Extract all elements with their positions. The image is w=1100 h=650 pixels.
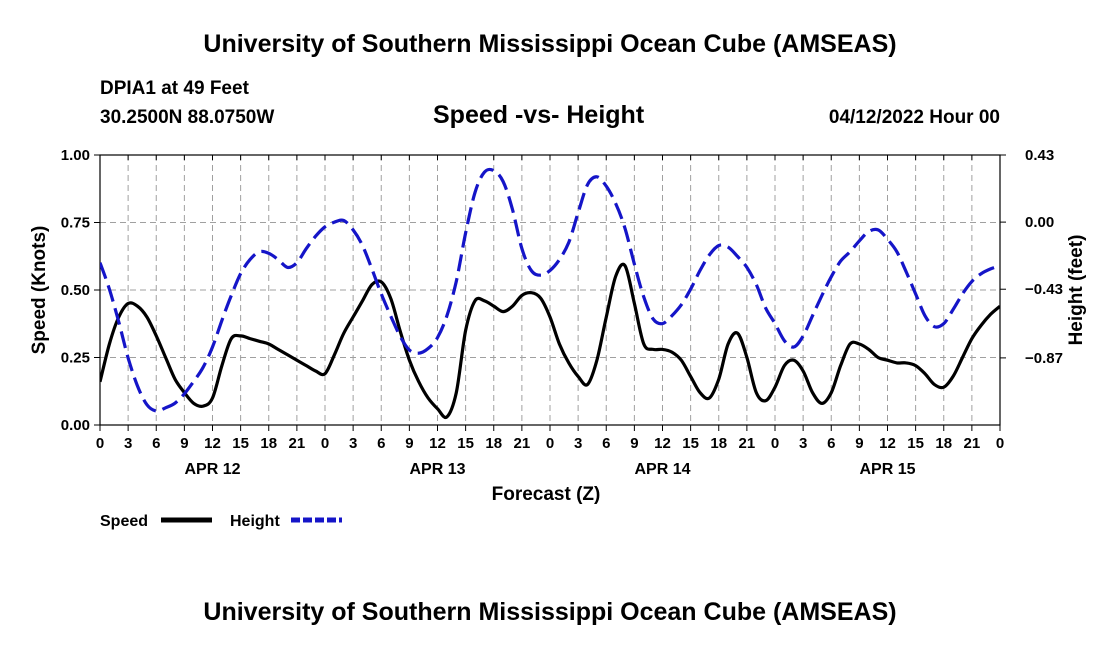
series-speed-line	[100, 262, 1000, 420]
x-tick-label: 15	[457, 435, 474, 452]
x-tick-label: 9	[855, 435, 863, 452]
x-day-label: APR 15	[859, 461, 915, 478]
x-tick-label: 18	[935, 435, 952, 452]
x-tick-label: 21	[964, 435, 981, 452]
x-tick-label: 12	[879, 435, 896, 452]
x-tick-label: 12	[429, 435, 446, 452]
series-height-line	[100, 167, 1000, 413]
station-coords: 30.2500N 88.0750W	[100, 107, 275, 128]
x-tick-label: 3	[574, 435, 582, 452]
y-left-tick-label: 0.75	[61, 215, 90, 232]
station-label: DPIA1 at 49 Feet	[100, 78, 249, 99]
grid	[100, 155, 1000, 425]
y-right-tick-label: 0.43	[1025, 147, 1054, 164]
x-day-label: APR 14	[634, 461, 690, 478]
forecast-datetime: 04/12/2022 Hour 00	[828, 107, 1000, 128]
page-title: University of Southern Mississippi Ocean…	[203, 30, 897, 58]
x-tick-label: 9	[405, 435, 413, 452]
y-left-tick-label: 0.00	[61, 417, 90, 434]
legend-speed-label: Speed	[100, 513, 148, 530]
y-right-tick-label: −0.87	[1025, 350, 1063, 367]
x-tick-label: 15	[232, 435, 249, 452]
footer-title: University of Southern Mississippi Ocean…	[203, 598, 897, 626]
x-day-label: APR 13	[409, 461, 465, 478]
x-tick-label: 21	[289, 435, 306, 452]
y-right-tick-label: 0.00	[1025, 214, 1054, 231]
x-tick-label: 6	[152, 435, 160, 452]
x-tick-label: 15	[682, 435, 699, 452]
x-tick-label: 18	[485, 435, 502, 452]
y-right-tick-label: −0.43	[1025, 281, 1063, 298]
x-tick-label: 9	[180, 435, 188, 452]
x-tick-label: 3	[124, 435, 132, 452]
x-tick-label: 21	[739, 435, 756, 452]
x-tick-label: 21	[514, 435, 531, 452]
x-tick-label: 18	[260, 435, 277, 452]
x-tick-label: 0	[546, 435, 554, 452]
x-tick-label: 0	[96, 435, 104, 452]
chart-title: Speed -vs- Height	[433, 101, 645, 129]
x-tick-label: 6	[827, 435, 835, 452]
x-day-label: APR 12	[184, 461, 240, 478]
y-axis-label-left: Speed (Knots)	[29, 226, 50, 355]
x-axis-label: Forecast (Z)	[492, 484, 601, 505]
x-tick-label: 0	[771, 435, 779, 452]
x-tick-label: 0	[321, 435, 329, 452]
y-left-tick-label: 0.25	[61, 350, 90, 367]
x-tick-label: 15	[907, 435, 924, 452]
x-tick-label: 12	[204, 435, 221, 452]
x-tick-label: 0	[996, 435, 1004, 452]
x-tick-label: 18	[710, 435, 727, 452]
y-left-tick-label: 1.00	[61, 147, 90, 164]
y-axis-label-right: Height (feet)	[1066, 235, 1087, 346]
series	[100, 167, 1000, 420]
legend: Speed Height	[100, 513, 342, 530]
x-tick-label: 9	[630, 435, 638, 452]
x-tick-label: 6	[377, 435, 385, 452]
x-tick-label: 3	[349, 435, 357, 452]
x-tick-label: 6	[602, 435, 610, 452]
x-tick-label: 12	[654, 435, 671, 452]
legend-height-label: Height	[230, 513, 280, 530]
y-left-tick-label: 0.50	[61, 282, 90, 299]
x-tick-label: 3	[799, 435, 807, 452]
axes: 0 3 6 9 12 15 18 21 0 3 6 9 12 15 18 21 0 3 6 9 12 15 18 21 0 3 6 9…	[61, 147, 1063, 478]
